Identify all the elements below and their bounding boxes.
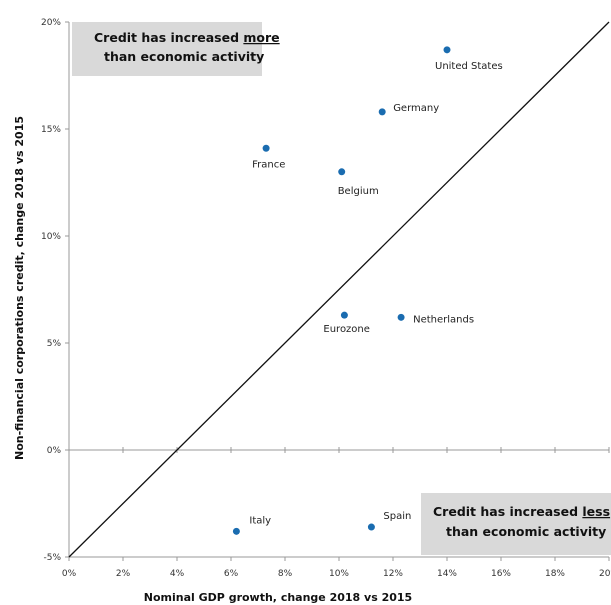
annotation-line-2: than economic activity [104, 49, 264, 64]
data-point-label: Germany [393, 103, 439, 114]
x-tick-label: 10% [329, 569, 349, 579]
x-tick-label: 6% [224, 569, 239, 579]
y-tick-label: 10% [41, 232, 61, 242]
data-point-label: Belgium [338, 186, 379, 197]
annotation-background [421, 493, 611, 555]
x-tick-label: 12% [383, 569, 403, 579]
annotation-text: Credit has increased [94, 30, 243, 45]
y-tick-label: 20% [41, 18, 61, 28]
reference-line [68, 21, 610, 558]
diagonal-reference-line [68, 21, 610, 558]
annotation-line-1: Credit has increased less [433, 504, 610, 519]
x-tick-label: 0% [62, 569, 77, 579]
data-points: United States Germany France Belgium Eurozon… [232, 46, 503, 535]
annotation-line-2: than economic activity [446, 524, 606, 539]
x-tick-label: 18% [545, 569, 565, 579]
data-point [378, 108, 386, 116]
data-point [340, 311, 348, 319]
data-point-label: Spain [383, 511, 411, 522]
x-tick-label: 2% [116, 569, 131, 579]
annotation-emphasis: less [582, 504, 610, 519]
data-point [367, 523, 375, 531]
y-tick-label: 0% [47, 446, 62, 456]
annotation-emphasis: more [243, 30, 279, 45]
data-point-label: Italy [249, 515, 271, 526]
annotation-box: Credit has increased more than economic a… [72, 22, 280, 76]
x-tick-label: 16% [491, 569, 511, 579]
x-tick-label: 8% [278, 569, 293, 579]
data-point [232, 527, 240, 535]
data-point-label: Eurozone [323, 324, 370, 335]
axes: -5%0%5%10%15%20%0% 2% 4% 6% 8% 10% 12% 14% 16% 18… [41, 18, 611, 579]
annotation-line-1: Credit has increased more [94, 30, 280, 45]
x-axis-title: Nominal GDP growth, change 2018 vs 2015 [144, 591, 412, 604]
annotation-background [72, 22, 262, 76]
data-point [262, 144, 270, 152]
data-point [338, 168, 346, 176]
y-tick-label: 5% [47, 339, 62, 349]
x-tick-label: 14% [437, 569, 457, 579]
x-tick-label: 20% [599, 569, 611, 579]
y-axis-title: Non-financial corporations credit, chang… [13, 116, 26, 460]
y-tick-label: -5% [43, 553, 61, 563]
annotation-box: Credit has increased less than economic a… [421, 493, 611, 555]
annotations: Credit has increased more than economic a… [72, 22, 611, 555]
data-point-label: United States [435, 61, 503, 72]
y-tick-label: 15% [41, 125, 61, 135]
x-tick-label: 4% [170, 569, 185, 579]
data-point-label: Netherlands [413, 314, 474, 325]
data-point [397, 313, 405, 321]
data-point [443, 46, 451, 54]
data-point-label: France [252, 159, 285, 170]
annotation-text: Credit has increased [433, 504, 582, 519]
